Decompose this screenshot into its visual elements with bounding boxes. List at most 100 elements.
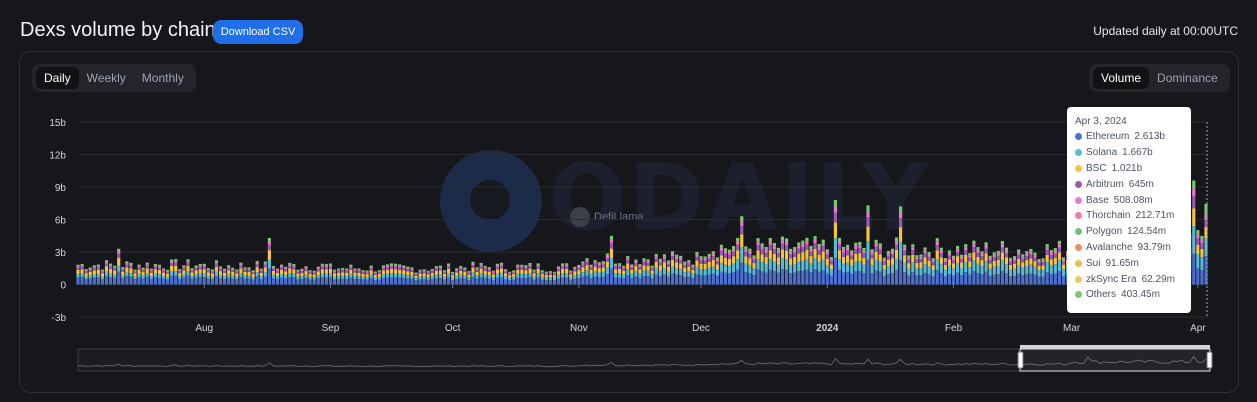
- bar-segment: [438, 268, 443, 271]
- bar-segment: [727, 265, 732, 274]
- bar-segment: [837, 237, 842, 242]
- bar-segment: [113, 274, 117, 278]
- bar-segment: [206, 270, 210, 273]
- bar-segment: [1049, 265, 1053, 275]
- bar-segment: [487, 275, 491, 279]
- bar-segment: [903, 250, 907, 256]
- bar-segment: [166, 276, 170, 280]
- bar-segment: [80, 265, 84, 267]
- bar-segment: [190, 268, 194, 270]
- bar-segment: [1029, 264, 1033, 274]
- bar-segment: [337, 276, 341, 279]
- bar-segment: [247, 275, 251, 279]
- bar-segment: [899, 227, 903, 242]
- bar-segment: [398, 267, 402, 270]
- x-tick-label: Sep: [322, 323, 340, 334]
- bar-segment: [528, 264, 532, 267]
- bar-segment: [536, 265, 540, 267]
- bar-segment: [1196, 234, 1200, 239]
- bar-segment: [817, 271, 821, 285]
- bar-segment: [288, 273, 292, 277]
- bar-segment: [133, 270, 137, 272]
- bar-segment: [357, 270, 361, 273]
- brush-left-handle[interactable]: [1017, 351, 1024, 369]
- bar-segment: [866, 217, 870, 227]
- bar-segment: [239, 273, 243, 277]
- bar-segment: [153, 266, 157, 270]
- period-monthly-button[interactable]: Monthly: [141, 71, 184, 85]
- bar-segment: [202, 273, 206, 278]
- period-weekly-button[interactable]: Weekly: [86, 71, 126, 85]
- bar-segment: [894, 258, 899, 270]
- bar-segment: [984, 242, 988, 246]
- bar-segment: [125, 261, 129, 264]
- bar-segment: [1033, 266, 1037, 275]
- metric-volume-button[interactable]: Volume: [1093, 67, 1150, 89]
- bar-segment: [833, 257, 838, 285]
- bar-segment: [544, 280, 548, 285]
- bar-segment: [903, 244, 907, 248]
- bar-segment: [145, 264, 149, 266]
- bar-segment: [923, 272, 927, 285]
- bar-segment: [605, 267, 609, 275]
- bar-segment: [711, 273, 715, 285]
- bar-segment: [499, 277, 504, 285]
- bar-segment: [589, 267, 593, 270]
- bar-segment: [707, 274, 711, 285]
- bar-segment: [703, 260, 707, 264]
- bar-segment: [634, 270, 638, 277]
- bar-segment: [157, 264, 162, 267]
- bar-segment: [170, 271, 174, 276]
- bar-segment: [1196, 238, 1200, 245]
- bar-segment: [573, 268, 577, 270]
- brush-selection[interactable]: [1019, 348, 1211, 372]
- bar-segment: [161, 272, 166, 277]
- bar-segment: [524, 278, 528, 285]
- bar-segment: [1204, 227, 1208, 239]
- bar-segment: [292, 266, 296, 270]
- bar-segment: [149, 270, 153, 273]
- bar-segment: [296, 276, 300, 280]
- bar-segment: [1033, 257, 1037, 262]
- bar-segment: [402, 268, 406, 271]
- bar-segment: [243, 278, 247, 285]
- bar-segment: [768, 259, 772, 270]
- bar-segment: [646, 259, 650, 262]
- bar-segment: [430, 268, 434, 271]
- bar-segment: [976, 249, 980, 253]
- bar-segment: [870, 273, 874, 285]
- bar-segment: [544, 277, 548, 281]
- bar-segment: [1045, 250, 1049, 255]
- bar-segment: [349, 267, 353, 270]
- bar-segment: [577, 264, 581, 267]
- brush-top-bar[interactable]: [1020, 345, 1210, 349]
- tooltip-series-value: 1.021b: [1111, 162, 1143, 174]
- page-title: Dexs volume by chain: [20, 19, 216, 41]
- period-daily-button[interactable]: Daily: [36, 67, 79, 89]
- bar-segment: [524, 265, 528, 267]
- metric-dominance-button[interactable]: Dominance: [1157, 71, 1218, 85]
- bar-segment: [446, 277, 451, 285]
- bar-segment: [968, 255, 972, 258]
- bar-segment: [732, 249, 736, 252]
- bar-segment: [809, 251, 813, 257]
- bar-segment: [556, 267, 561, 270]
- bar-segment: [841, 263, 846, 273]
- bar-segment: [768, 241, 772, 245]
- bar-segment: [190, 272, 194, 276]
- bar-segment: [503, 269, 508, 271]
- bar-segment: [939, 257, 943, 265]
- chart-panel: [19, 51, 1239, 393]
- download-csv-button[interactable]: Download CSV: [213, 20, 303, 44]
- bar-segment: [304, 268, 308, 272]
- bar-segment: [288, 268, 292, 274]
- bar-segment: [247, 278, 251, 285]
- brush-right-handle[interactable]: [1206, 351, 1213, 369]
- bar-segment: [634, 263, 638, 267]
- bar-segment: [784, 259, 789, 270]
- bar-segment: [316, 275, 320, 279]
- bar-segment: [951, 260, 956, 264]
- bar-segment: [650, 267, 654, 269]
- bar-segment: [772, 242, 776, 247]
- bar-segment: [1053, 250, 1057, 254]
